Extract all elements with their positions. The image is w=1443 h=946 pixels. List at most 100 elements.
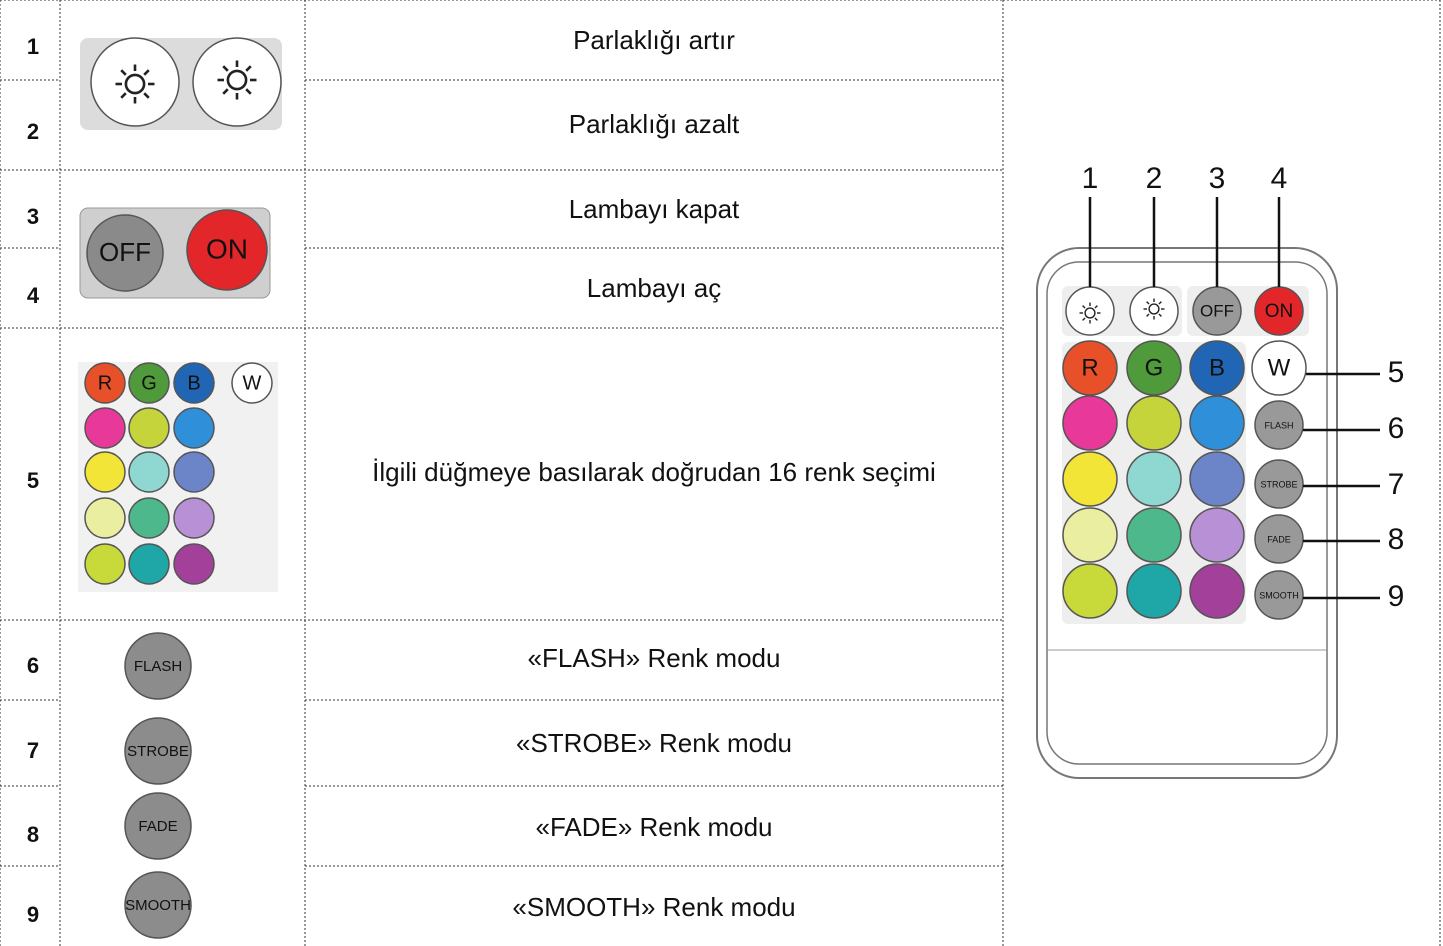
callout-number: 7 xyxy=(1388,468,1405,501)
button xyxy=(173,543,215,585)
button-label: STROBE xyxy=(1260,479,1297,489)
button xyxy=(1189,563,1245,619)
button-label: R xyxy=(1081,354,1098,381)
button xyxy=(1126,340,1182,396)
row-number: 2 xyxy=(27,119,39,144)
button xyxy=(1062,451,1118,507)
button xyxy=(1189,340,1245,396)
button xyxy=(86,214,164,292)
button xyxy=(84,497,126,539)
sun-icon xyxy=(1084,307,1096,319)
sun-ray xyxy=(143,92,150,99)
sun-ray xyxy=(245,65,252,72)
button xyxy=(231,362,273,404)
button xyxy=(1129,286,1179,336)
callout-number: 9 xyxy=(1388,580,1405,613)
button xyxy=(1254,514,1304,564)
button xyxy=(1126,395,1182,451)
button xyxy=(1126,451,1182,507)
button xyxy=(1189,395,1245,451)
row-number: 4 xyxy=(27,283,40,308)
button xyxy=(1189,507,1245,563)
sun-ray xyxy=(1094,317,1098,321)
row-description: «SMOOTH» Renk modu xyxy=(512,892,795,922)
button-label: G xyxy=(1145,354,1164,381)
button-label: G xyxy=(141,372,157,394)
button xyxy=(1126,563,1182,619)
button xyxy=(124,871,192,939)
callout-number: 3 xyxy=(1209,162,1226,195)
callout-number: 2 xyxy=(1146,162,1163,195)
button xyxy=(128,407,170,449)
button-label: ON xyxy=(206,233,248,264)
row-number: 9 xyxy=(27,902,39,927)
sun-ray xyxy=(1146,301,1150,305)
button xyxy=(128,497,170,539)
button-label: FLASH xyxy=(134,658,182,675)
button xyxy=(1126,507,1182,563)
button xyxy=(84,451,126,493)
button xyxy=(1254,400,1304,450)
button xyxy=(124,792,192,860)
button xyxy=(173,451,215,493)
button xyxy=(128,543,170,585)
sun-ray xyxy=(1094,305,1098,309)
button xyxy=(1254,570,1304,620)
button xyxy=(124,632,192,700)
button-label: B xyxy=(187,372,200,394)
button xyxy=(173,362,215,404)
button-label: OFF xyxy=(1200,301,1234,320)
button-label: FLASH xyxy=(1264,420,1293,430)
callout-number: 6 xyxy=(1388,412,1405,445)
button xyxy=(84,362,126,404)
row-description: «STROBE» Renk modu xyxy=(516,728,792,758)
sun-ray xyxy=(143,69,150,76)
button-label: B xyxy=(1209,354,1225,381)
button xyxy=(1189,451,1245,507)
sun-icon xyxy=(124,73,146,95)
button xyxy=(186,209,268,291)
callout-number: 8 xyxy=(1388,523,1405,556)
sun-ray xyxy=(222,88,229,95)
button xyxy=(192,37,282,127)
button xyxy=(173,407,215,449)
button-label: SMOOTH xyxy=(125,897,191,914)
button xyxy=(1062,507,1118,563)
button xyxy=(1254,459,1304,509)
button-label: SMOOTH xyxy=(1259,590,1299,600)
row-number: 5 xyxy=(27,468,39,493)
sun-icon xyxy=(1148,303,1160,315)
callout-number: 5 xyxy=(1388,356,1405,389)
sun-ray xyxy=(1146,313,1150,317)
button xyxy=(84,543,126,585)
row-number: 3 xyxy=(27,204,39,229)
row-description: Parlaklığı artır xyxy=(573,25,735,55)
sun-ray xyxy=(1158,313,1162,317)
button xyxy=(128,451,170,493)
button-label: OFF xyxy=(99,237,151,267)
row-number: 1 xyxy=(27,34,39,59)
button-label: FADE xyxy=(138,818,177,835)
sun-ray xyxy=(1082,305,1086,309)
button xyxy=(1065,286,1115,336)
row-description: Lambayı aç xyxy=(587,273,721,303)
callout-number: 1 xyxy=(1082,162,1099,195)
button-label: R xyxy=(98,372,112,394)
sun-ray xyxy=(222,65,229,72)
callout-number: 4 xyxy=(1271,162,1288,195)
sun-ray xyxy=(245,88,252,95)
button xyxy=(128,362,170,404)
sun-ray xyxy=(120,92,127,99)
button-label: FADE xyxy=(1267,534,1291,544)
row-description: «FADE» Renk modu xyxy=(535,812,772,842)
button-label: W xyxy=(243,372,262,394)
row-description: Lambayı kapat xyxy=(569,194,740,224)
button xyxy=(84,407,126,449)
remote-inner xyxy=(1046,261,1328,765)
button xyxy=(1251,340,1307,396)
button-label: STROBE xyxy=(127,743,189,760)
row-number: 6 xyxy=(27,653,39,678)
sun-ray xyxy=(120,69,127,76)
button xyxy=(1062,563,1118,619)
row-description: İlgili düğmeye basılarak doğrudan 16 ren… xyxy=(372,457,936,487)
